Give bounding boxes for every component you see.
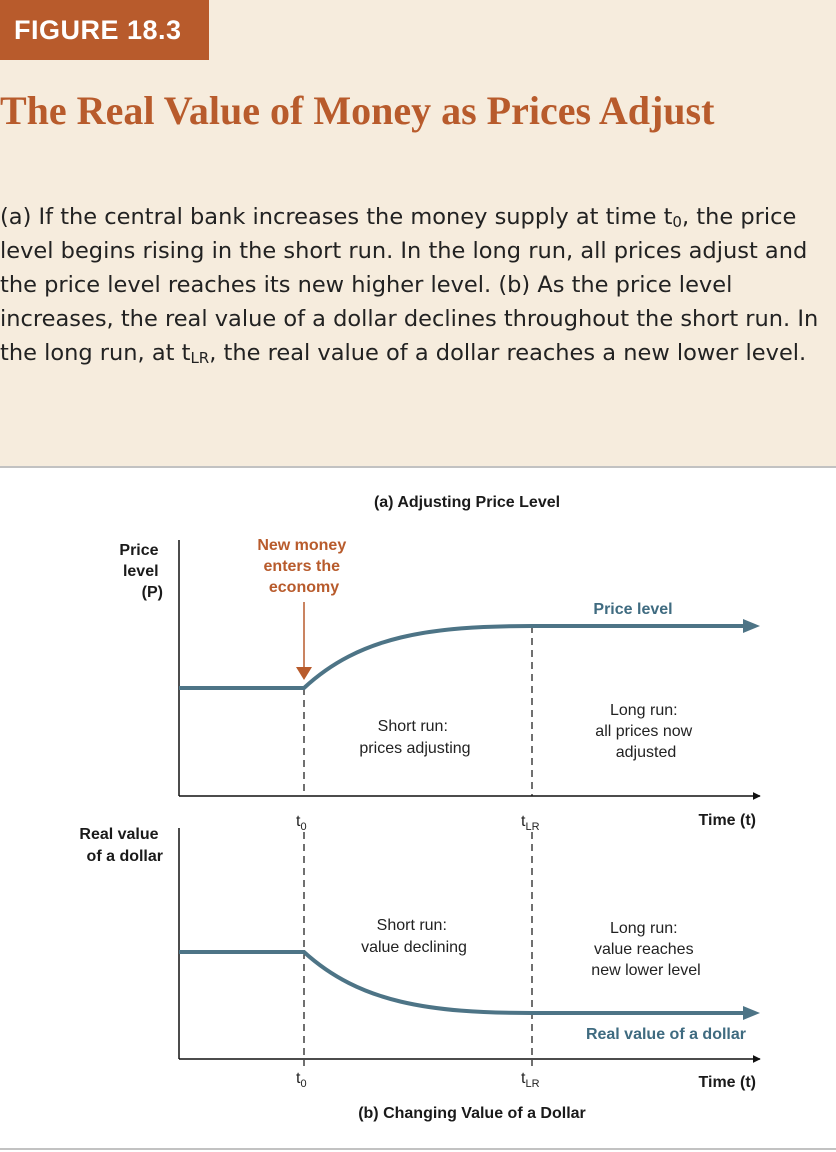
panel-b-title: (b) Changing Value of a Dollar bbox=[358, 1105, 586, 1122]
figure-caption: (a) If the central bank increases the mo… bbox=[0, 200, 828, 370]
panel-a-title: (a) Adjusting Price Level bbox=[374, 494, 560, 511]
caption-part-3: , the real value of a dollar reaches a n… bbox=[209, 340, 807, 366]
caption-sub-lr: LR bbox=[190, 349, 210, 367]
price-level-curve-arrowhead bbox=[743, 619, 760, 633]
panel-b-y-axis-label: Real value of a dollar bbox=[79, 826, 163, 865]
price-level-curve-label: Price level bbox=[593, 601, 672, 618]
panel-b-tick-tlr: tLR bbox=[521, 1070, 540, 1090]
real-value-curve-label: Real value of a dollar bbox=[586, 1026, 746, 1043]
panel-b: Real value of a dollar Time (t) Real val… bbox=[79, 826, 761, 1122]
panel-b-long-run-text: Long run: value reaches new lower level bbox=[591, 920, 700, 979]
panel-a-tick-t0: t0 bbox=[296, 813, 307, 833]
panel-a-short-run-text: Short run: prices adjusting bbox=[359, 718, 470, 757]
caption-part-1: (a) If the central bank increases the mo… bbox=[0, 204, 673, 230]
panel-a-tick-tlr: tLR bbox=[521, 813, 540, 833]
real-value-curve-arrowhead bbox=[743, 1006, 760, 1020]
panel-b-short-run-text: Short run: value declining bbox=[361, 917, 467, 956]
figure-label: FIGURE 18.3 bbox=[0, 0, 209, 60]
real-value-curve bbox=[179, 950, 745, 1015]
panel-a-long-run-text: Long run: all prices now adjusted bbox=[595, 702, 696, 761]
panel-a-y-axis-label: Price level (P) bbox=[119, 542, 163, 601]
footer-rule bbox=[0, 1148, 836, 1150]
figure-title: The Real Value of Money as Prices Adjust bbox=[0, 88, 715, 133]
price-level-curve bbox=[179, 624, 745, 690]
figure-header: FIGURE 18.3 The Real Value of Money as P… bbox=[0, 0, 836, 468]
new-money-annotation: New money enters the economy bbox=[257, 537, 350, 596]
caption-sub-0: 0 bbox=[672, 213, 682, 231]
caption-part-2: , the price level begins rising in the s… bbox=[0, 204, 819, 366]
panel-a-x-axis-label: Time (t) bbox=[699, 812, 756, 829]
panel-b-x-axis-label: Time (t) bbox=[699, 1074, 756, 1091]
panel-a: (a) Adjusting Price Level Price level (P… bbox=[119, 494, 761, 833]
panel-b-tick-t0: t0 bbox=[296, 1070, 307, 1090]
new-money-arrow-head bbox=[296, 667, 312, 680]
